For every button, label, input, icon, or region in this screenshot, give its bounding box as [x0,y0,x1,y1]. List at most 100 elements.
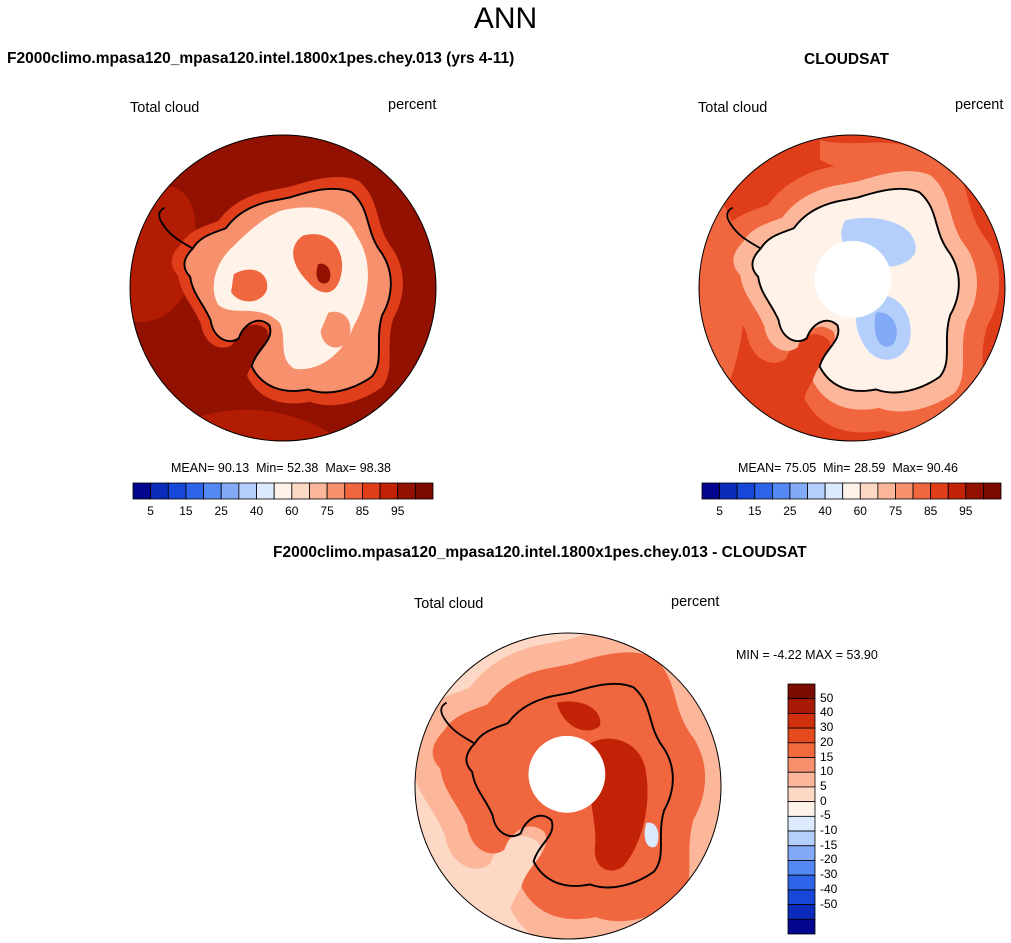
test-variable-label: Total cloud [130,100,200,116]
test-polar-map [129,134,437,442]
reference-colorbar-tick-label: 15 [748,504,762,518]
difference-colorbar-cell [787,786,816,803]
test-interior-patch [320,311,351,348]
difference-colorbar-cell [787,713,816,729]
difference-colorbar-tick-label: 0 [820,793,827,808]
test-colorbar-cell [273,482,293,500]
mean-label: MEAN= [171,461,215,475]
difference-negative-patch [644,822,659,848]
reference-units-label: percent [955,97,1004,113]
reference-colorbar-tick-label: 40 [818,504,832,518]
test-colorbar-cell [238,482,257,500]
difference-colorbar [787,683,816,935]
difference-colorbar-cell [787,860,816,876]
max-label: Max= [892,461,924,475]
difference-colorbar-cell [787,918,816,935]
test-colorbar-tick-label: 15 [179,504,193,518]
test-colorbar-tick-label: 5 [147,504,154,518]
difference-missing-data [528,735,606,813]
reference-colorbar-cell [947,482,967,500]
test-colorbar-cell [344,482,363,500]
test-max-value: 98.38 [359,461,391,475]
reference-colorbar-cell [877,482,896,500]
diff-min-label: MIN = [736,648,770,662]
reference-colorbar-cell [965,482,984,500]
reference-panel-title: CLOUDSAT [804,51,889,68]
reference-colorbar-cell [789,482,808,500]
reference-colorbar-cell [824,482,844,500]
difference-map-border [414,632,722,940]
reference-colorbar-cell [912,482,932,500]
reference-colorbar-tick-label: 95 [959,504,973,518]
min-label: Min= [823,461,851,475]
difference-colorbar-tick-label: 10 [820,764,834,779]
reference-colorbar-tick-label: 75 [888,504,903,518]
test-colorbar-cell [167,482,187,500]
difference-max-value: 53.90 [846,648,878,662]
test-colorbar-tick-label: 75 [320,504,334,518]
difference-interior-high [556,701,601,731]
difference-colorbar-tick-label: 15 [820,749,834,764]
reference-colorbar-cell [859,482,879,500]
test-colorbar-tick-label: 60 [285,504,299,518]
difference-stats: MIN = -4.22 MAX = 53.90 [736,648,878,662]
reference-colorbar-tick-label: 5 [716,504,723,518]
test-colorbar [132,482,434,500]
min-label: Min= [256,461,284,475]
test-colorbar-cell [414,482,434,500]
test-min-value: 52.38 [287,461,319,475]
test-stats: MEAN= 90.13 Min= 52.38 Max= 98.38 [171,461,391,475]
reference-colorbar [701,482,1002,500]
reference-colorbar-tick-label: 25 [783,504,797,518]
difference-colorbar-cell [787,698,816,714]
test-colorbar-cell [326,482,346,500]
test-colorbar-cell [309,482,328,500]
page-title: ANN [473,2,538,35]
test-colorbar-cell [185,482,204,500]
reference-min-value: 28.59 [854,461,886,475]
difference-colorbar-tick-label: 30 [820,720,834,735]
test-colorbar-cell [379,482,399,500]
difference-colorbar-tick-label: -30 [820,867,838,882]
difference-colorbar-cell [787,830,816,847]
difference-min-value: -4.22 [773,648,802,662]
difference-colorbar-cell [787,771,816,788]
reference-missing-data [814,240,892,318]
reference-polar-map [698,134,1006,442]
difference-colorbar-cell [787,904,816,920]
difference-colorbar-tick-label: 20 [820,734,834,749]
difference-colorbar-cell [787,683,816,700]
test-colorbar-tick-label: 95 [391,504,405,518]
test-colorbar-tick-label: 25 [214,504,228,518]
test-colorbar-cell [150,482,169,500]
difference-colorbar-cell [787,889,816,905]
reference-map-border [698,134,1006,442]
difference-colorbar-tick-label: 50 [820,690,834,705]
reference-lowest-cloud [874,312,897,347]
reference-stats: MEAN= 75.05 Min= 28.59 Max= 90.46 [738,461,958,475]
test-interior-max [316,263,331,284]
max-label: Max= [325,461,357,475]
difference-panel-title: F2000climo.mpasa120_mpasa120.intel.1800x… [273,544,807,561]
difference-variable-label: Total cloud [414,596,484,612]
test-colorbar-cell [256,482,275,500]
test-colorbar-tick-label: 85 [355,504,370,518]
reference-mean-value: 75.05 [784,461,817,475]
test-interior-patch [231,269,268,302]
difference-colorbar-tick-label: 5 [820,778,827,793]
test-colorbar-cell [203,482,222,500]
difference-colorbar-cell [787,815,816,832]
difference-colorbar-cell [787,757,816,773]
difference-colorbar-cell [787,845,816,861]
reference-colorbar-tick-label: 60 [853,504,867,518]
difference-colorbar-tick-label: -20 [820,852,838,867]
reference-colorbar-cell [895,482,914,500]
reference-variable-label: Total cloud [698,100,768,116]
test-map-border [129,134,437,442]
test-panel-title: F2000climo.mpasa120_mpasa120.intel.1800x… [7,50,515,67]
reference-colorbar-tick-label: 85 [923,504,938,518]
test-mean-value: 90.13 [217,461,250,475]
reference-colorbar-cell [701,482,720,500]
difference-colorbar-cell [787,801,816,817]
difference-colorbar-cell [787,742,816,758]
